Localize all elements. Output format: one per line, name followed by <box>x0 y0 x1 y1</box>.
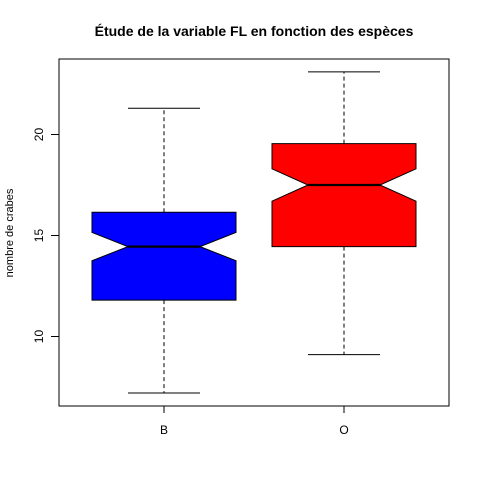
y-tick-label: 10 <box>32 330 46 344</box>
y-axis: 10 15 20 <box>32 128 60 344</box>
box-O <box>271 71 417 356</box>
y-axis-label: nombre de crabes <box>4 188 16 277</box>
box-B <box>91 107 237 394</box>
x-tick-label: O <box>339 423 348 437</box>
box-body <box>91 211 237 301</box>
x-tick-label: B <box>160 423 168 437</box>
box-body <box>271 143 417 248</box>
y-tick-label: 15 <box>32 229 46 243</box>
boxes-layer <box>91 71 417 394</box>
chart-title: Étude de la variable FL en fonction des … <box>95 23 414 39</box>
y-tick-label: 20 <box>32 128 46 142</box>
